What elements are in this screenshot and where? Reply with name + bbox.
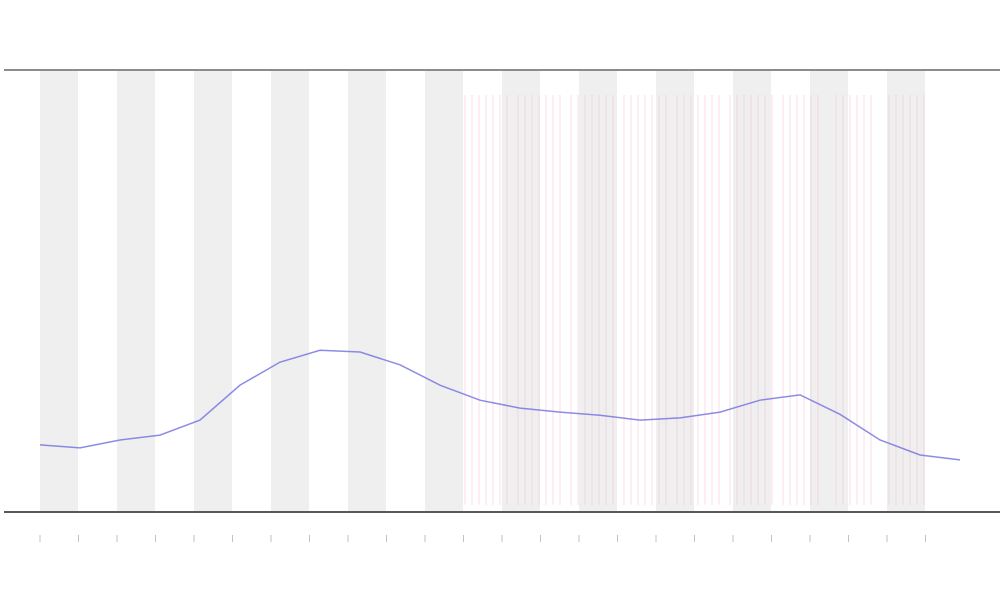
- band: [733, 71, 771, 511]
- band: [271, 71, 309, 511]
- band: [348, 71, 386, 511]
- band: [887, 71, 925, 511]
- band: [579, 71, 617, 511]
- band: [502, 71, 540, 511]
- marks: [39, 349, 961, 461]
- band: [117, 71, 155, 511]
- band: [425, 71, 463, 511]
- band: [656, 71, 694, 511]
- band: [40, 71, 78, 511]
- band: [194, 71, 232, 511]
- band: [810, 71, 848, 511]
- series-line: [39, 349, 961, 461]
- background-bands: [39, 71, 926, 542]
